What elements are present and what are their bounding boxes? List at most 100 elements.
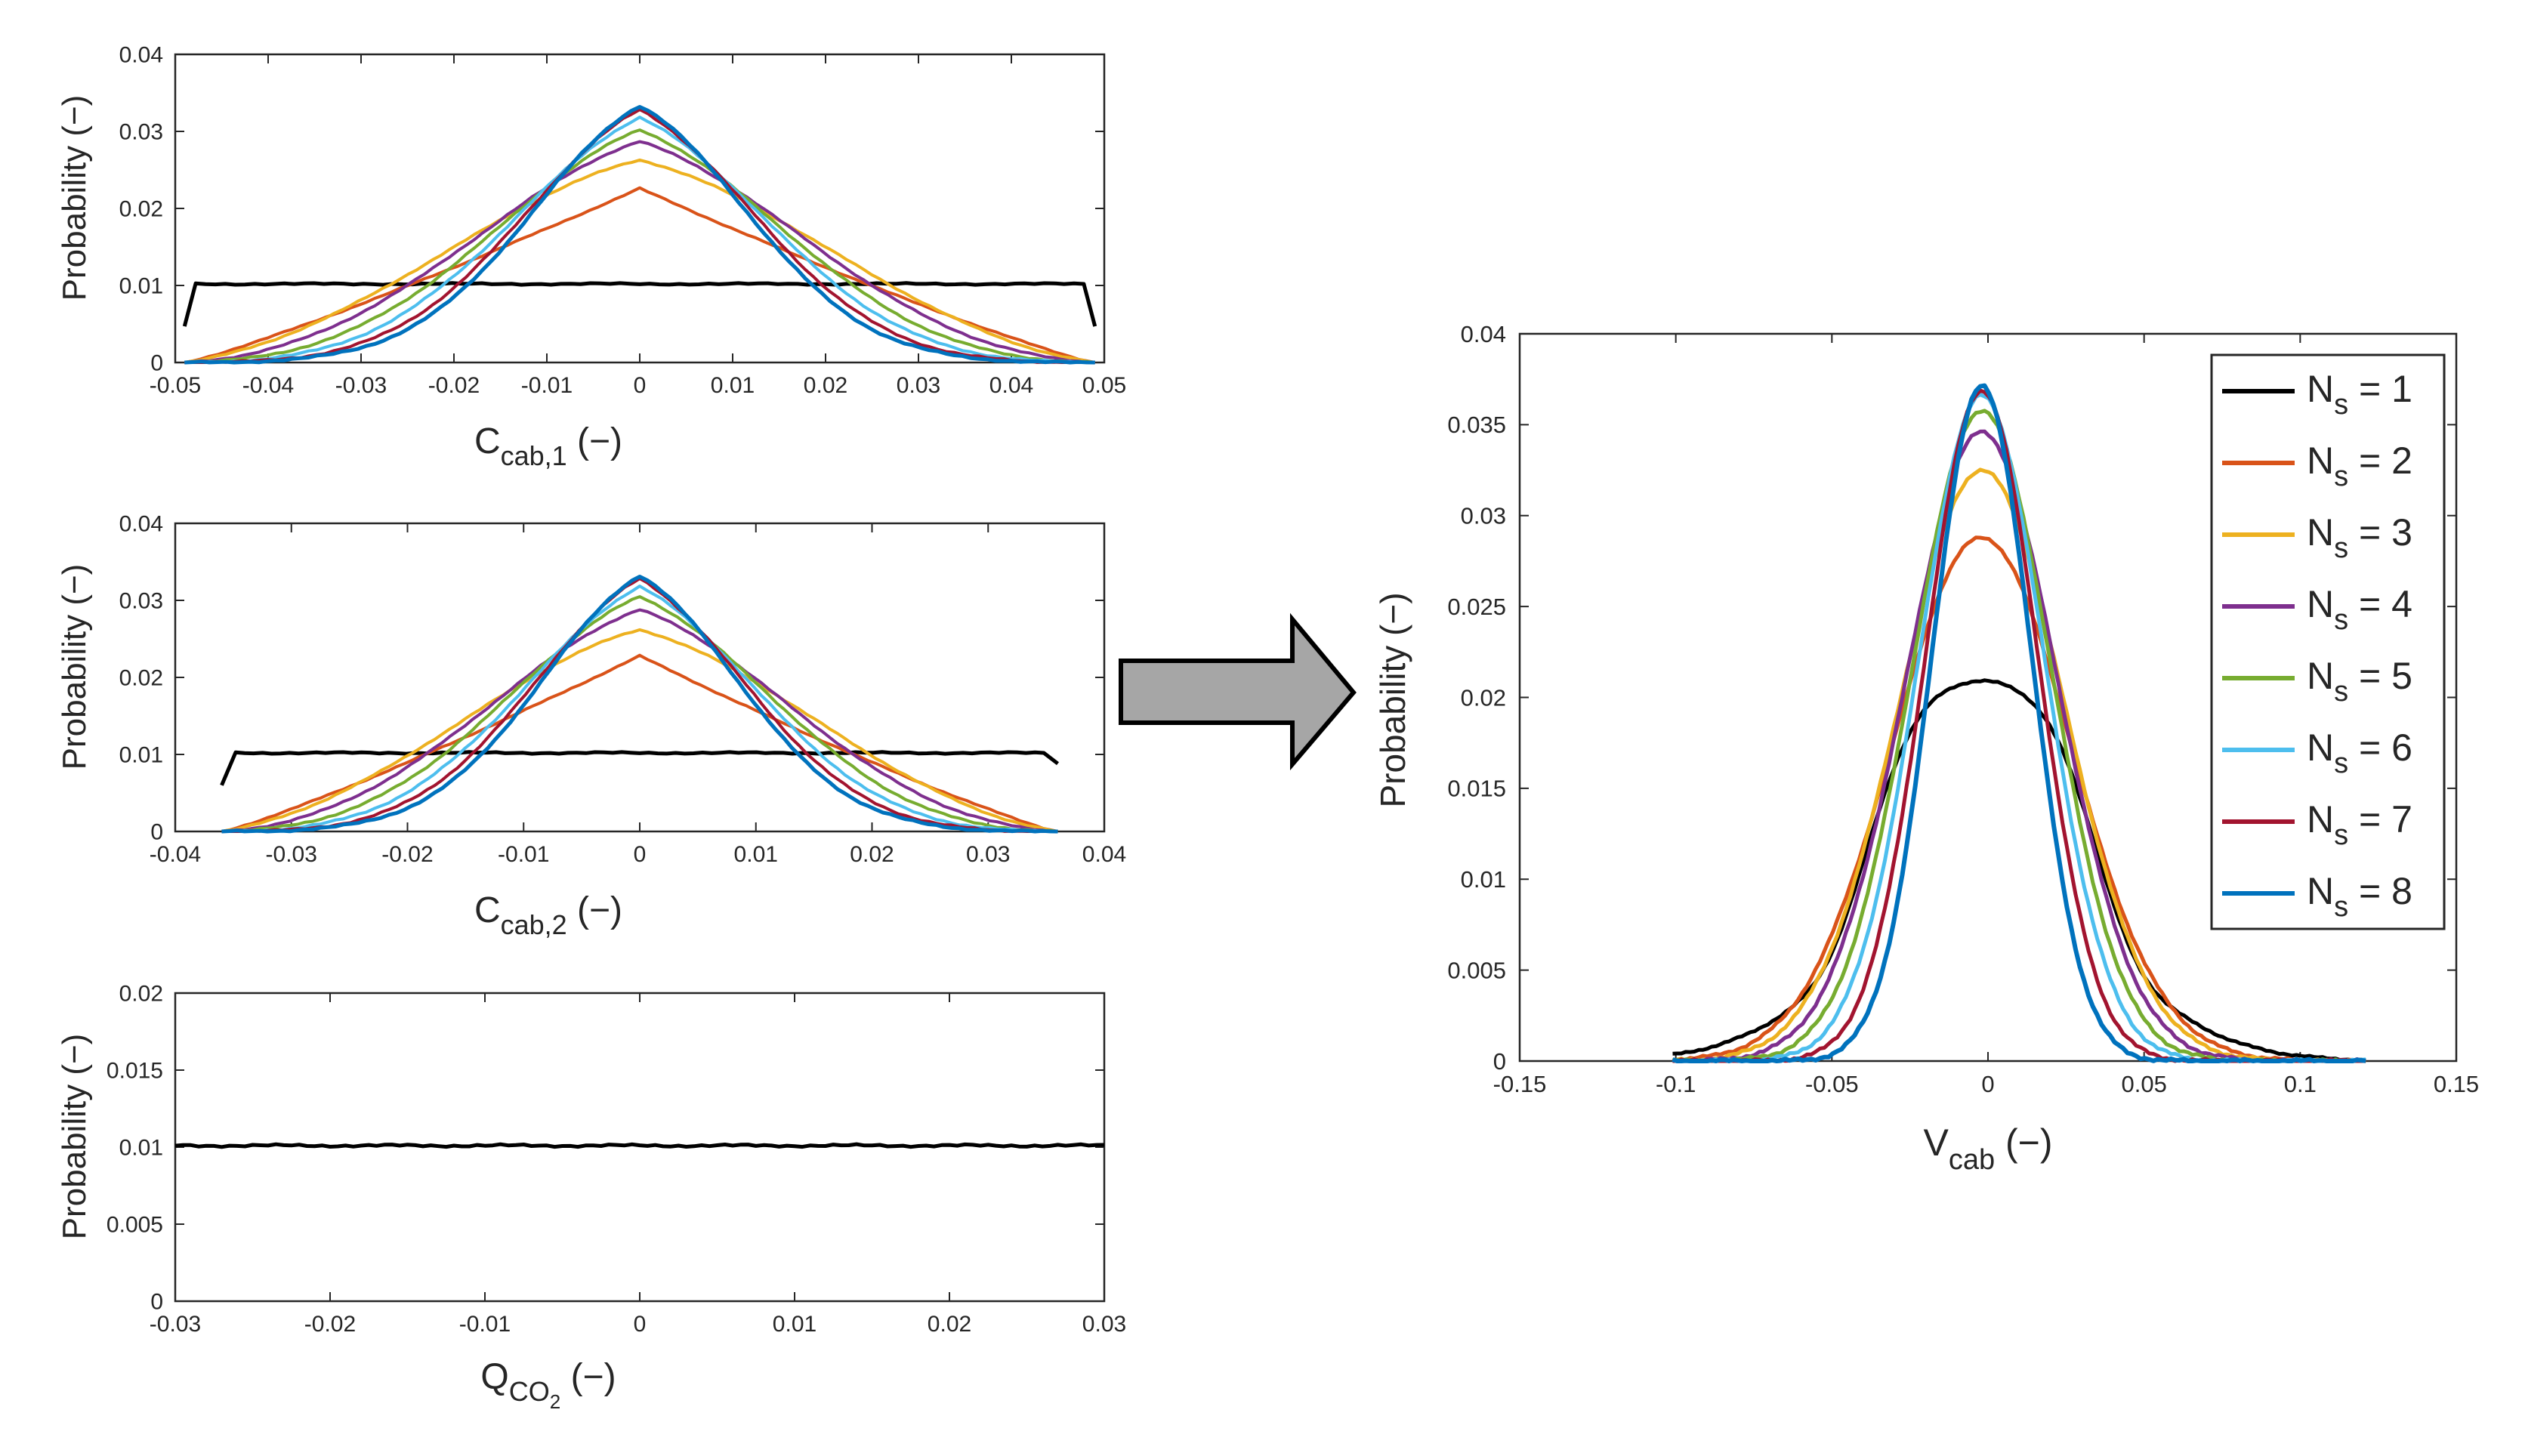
y-tick-label: 0 <box>1493 1048 1506 1075</box>
x-tick-label: 0 <box>634 842 647 867</box>
y-tick-label: 0.01 <box>119 743 163 768</box>
y-tick-label: 0.02 <box>119 666 163 691</box>
series-q-co2-line <box>174 1142 1105 1149</box>
x-tick-label: -0.02 <box>381 842 433 867</box>
right-arrow-icon <box>1119 612 1357 771</box>
series-ns-8-line <box>221 575 1058 834</box>
x-tick-label: -0.05 <box>150 373 201 398</box>
series-ns-8-line <box>184 105 1095 365</box>
x-tick-label: -0.03 <box>335 373 387 398</box>
plot-area <box>174 53 1106 364</box>
y-tick-label: 0.04 <box>119 43 163 68</box>
x-tick-label: -0.04 <box>242 373 294 398</box>
x-axis-label-main: C <box>474 890 501 930</box>
x-axis-label: Ccab,2 (−) <box>474 890 622 940</box>
x-tick-label: 0.1 <box>2284 1071 2317 1097</box>
legend-label: Ns = 7 <box>2307 798 2412 851</box>
y-tick-label: 0.005 <box>1447 957 1506 983</box>
y-tick-label: 0.01 <box>119 274 163 299</box>
series-ns-3-line <box>184 158 1096 364</box>
chart-v-cab: Probability (−) Vcab (−) -0.15 -0.1 -0.05 0… <box>1373 321 2479 1176</box>
x-axis-label: Vcab (−) <box>1923 1121 2052 1176</box>
x-tick-label: 0.05 <box>2121 1071 2166 1097</box>
legend-entry: Ns = 7 <box>2222 798 2412 851</box>
x-axis-label-sub: cab,2 <box>501 909 567 940</box>
y-axis-label: Probability (−) <box>56 564 93 770</box>
y-tick-label: 0.04 <box>1461 321 1506 347</box>
y-tick-label: 0.035 <box>1447 412 1506 438</box>
x-tick-label: 0 <box>634 373 647 398</box>
y-tick-label: 0.02 <box>1461 684 1506 711</box>
x-axis-label-subsub: 2 <box>550 1390 560 1413</box>
x-tick-label: 0.01 <box>734 842 778 867</box>
x-axis-label-unit: (−) <box>1995 1121 2052 1164</box>
y-tick-label: 0.02 <box>119 197 163 222</box>
x-axis-label: Ccab,1 (−) <box>474 421 622 471</box>
y-axis-label: Probability (−) <box>1373 592 1412 807</box>
x-tick-label: 0.03 <box>897 373 940 398</box>
x-axis-label-sub: cab <box>1949 1144 1995 1176</box>
legend-entry: Ns = 4 <box>2222 583 2412 636</box>
y-tick-label: 0.03 <box>119 589 163 614</box>
x-axis-label-sub: cab,1 <box>501 440 567 471</box>
x-axis-label-unit: (−) <box>560 1357 616 1397</box>
x-axis-label: QCO2 (−) <box>480 1357 616 1413</box>
x-tick-label: 0.02 <box>928 1312 971 1337</box>
y-tick-label: 0 <box>150 1290 163 1315</box>
legend-label: Ns = 3 <box>2307 511 2412 564</box>
y-axis-label: Probability (−) <box>56 1034 93 1240</box>
legend-entry: Ns = 5 <box>2222 655 2412 708</box>
legend-entry: Ns = 6 <box>2222 726 2412 779</box>
x-tick-label: 0.05 <box>1082 373 1126 398</box>
series-lines <box>220 575 1060 834</box>
series-ns-5-line <box>221 595 1058 833</box>
y-tick-label: 0.03 <box>1461 503 1506 529</box>
legend-label: Ns = 8 <box>2307 870 2412 923</box>
series-ns-8-line <box>1672 383 2366 1063</box>
x-tick-label: 0.02 <box>850 842 894 867</box>
y-tick-label: 0 <box>150 820 163 845</box>
series-lines <box>182 105 1097 365</box>
series-ns-6-line <box>221 585 1058 833</box>
series-lines <box>1672 383 2366 1063</box>
series-ns-7-line <box>184 108 1095 364</box>
legend-label: Ns = 5 <box>2307 655 2412 708</box>
x-tick-label: 0 <box>1981 1071 1994 1097</box>
legend-label: Ns = 2 <box>2307 440 2412 492</box>
series-ns-6-line <box>184 116 1095 364</box>
x-axis-label-unit: (−) <box>567 890 622 930</box>
y-tick-label: 0.01 <box>1461 866 1506 893</box>
legend-label: Ns = 4 <box>2307 583 2412 636</box>
x-tick-label: -0.03 <box>150 1312 201 1337</box>
series-ns-1-line <box>182 281 1097 327</box>
x-axis-label-main: Q <box>480 1357 508 1397</box>
legend-label: Ns = 1 <box>2307 368 2412 421</box>
legend-box <box>2210 353 2446 930</box>
x-tick-label: 0.15 <box>2434 1071 2479 1097</box>
y-tick-label: 0.01 <box>119 1136 163 1161</box>
chart-c-cab-2: Probability (−) Ccab,2 (−) -0.04 -0.03 -0.… <box>56 512 1126 941</box>
series-ns-4-line <box>221 608 1058 833</box>
x-tick-label: -0.01 <box>459 1312 511 1337</box>
y-axis-label: Probability (−) <box>56 95 93 301</box>
legend-entry: Ns = 3 <box>2222 511 2412 564</box>
x-tick-label: -0.02 <box>428 373 480 398</box>
series-ns-3-line <box>221 628 1058 833</box>
legend-label: Ns = 6 <box>2307 726 2412 779</box>
x-tick-label: -0.1 <box>1656 1071 1696 1097</box>
y-tick-label: 0.02 <box>119 982 163 1007</box>
x-axis-label-main: V <box>1923 1121 1949 1164</box>
x-axis-label-unit: (−) <box>567 421 622 461</box>
y-tick-label: 0.03 <box>119 120 163 145</box>
x-tick-label: 0 <box>634 1312 647 1337</box>
legend-entry: Ns = 8 <box>2222 870 2412 923</box>
x-tick-label: -0.02 <box>304 1312 356 1337</box>
x-tick-label: 0.03 <box>1082 1312 1126 1337</box>
y-tick-label: 0.015 <box>1447 776 1506 802</box>
series-ns-5-line <box>184 128 1095 364</box>
chart-q-co2: Probability (−) QCO2 (−) -0.03 -0.02 -0.01… <box>56 982 1126 1414</box>
y-tick-label: 0.015 <box>106 1059 163 1084</box>
y-tick-label: 0.025 <box>1447 594 1506 620</box>
x-tick-label: 0.04 <box>989 373 1033 398</box>
x-axis-label-sub: CO <box>509 1376 550 1407</box>
